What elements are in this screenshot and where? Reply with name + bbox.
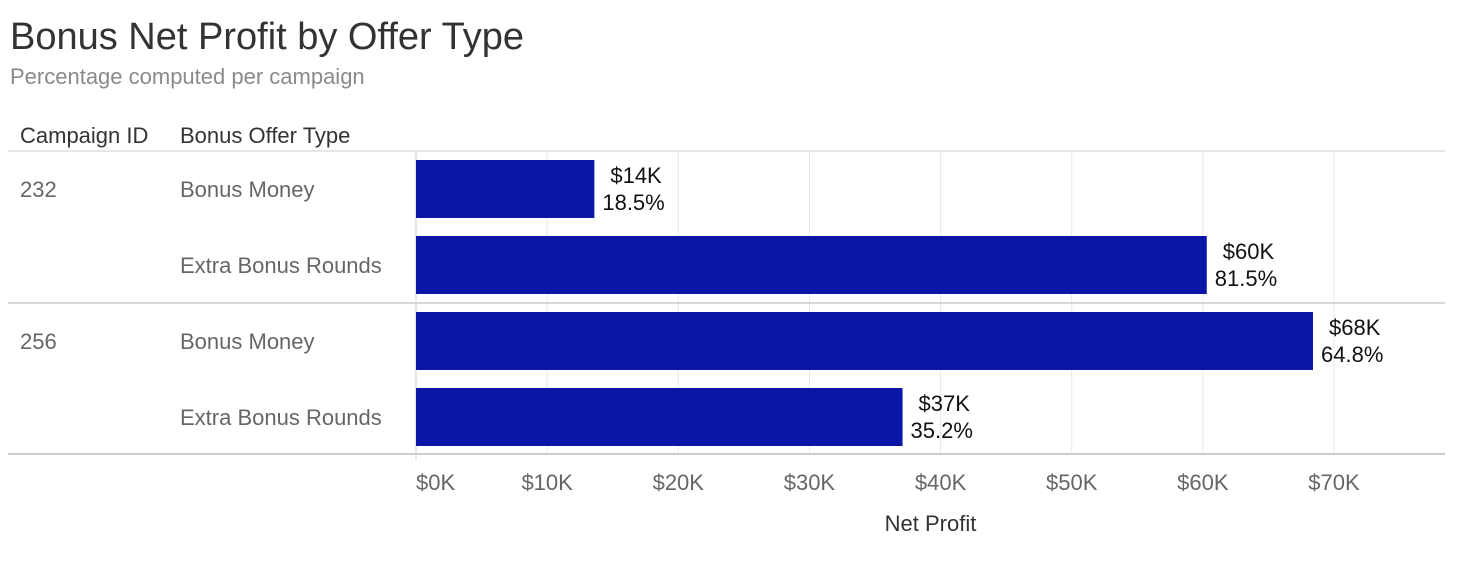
bars [416, 160, 1313, 446]
bar-percent-label: 81.5% [1215, 266, 1277, 291]
column-header-campaign-id: Campaign ID [20, 123, 148, 148]
x-axis-ticks: $0K $10K $20K $30K $40K $50K $60K $70K [416, 470, 1360, 495]
bar-value-label: $14K [610, 163, 662, 188]
chart-title: Bonus Net Profit by Offer Type [10, 16, 524, 58]
bar-value-label: $68K [1329, 315, 1381, 340]
x-tick-label: $20K [653, 470, 705, 495]
bar-value-label: $60K [1223, 239, 1275, 264]
bar-percent-label: 64.8% [1321, 342, 1383, 367]
bar-data-label: $14K 18.5% [602, 163, 664, 215]
x-tick-label: $10K [521, 470, 573, 495]
x-tick-label: $60K [1177, 470, 1229, 495]
offer-type-label: Extra Bonus Rounds [180, 253, 382, 278]
x-axis-title: Net Profit [885, 511, 977, 536]
data-labels: $14K 18.5% $60K 81.5% $68K 64.8% $37K 35.2% [602, 163, 1383, 443]
table-frame [8, 150, 1445, 460]
bar-data-label: $37K 35.2% [911, 391, 973, 443]
bar-value-label: $37K [919, 391, 971, 416]
offer-type-label: Extra Bonus Rounds [180, 405, 382, 430]
bar [416, 160, 595, 218]
chart-subtitle: Percentage computed per campaign [10, 64, 365, 89]
bar-data-label: $60K 81.5% [1215, 239, 1277, 291]
bar [416, 388, 903, 446]
offer-type-label: Bonus Money [180, 177, 315, 202]
x-tick-label: $70K [1308, 470, 1360, 495]
x-tick-label: $40K [915, 470, 967, 495]
column-header-offer-type: Bonus Offer Type [180, 123, 350, 148]
x-tick-label: $0K [416, 470, 455, 495]
x-tick-label: $30K [784, 470, 836, 495]
bar [416, 236, 1207, 294]
x-tick-label: $50K [1046, 470, 1098, 495]
campaign-id-label: 256 [20, 329, 57, 354]
bar-percent-label: 35.2% [911, 418, 973, 443]
bar-percent-label: 18.5% [602, 190, 664, 215]
bar-data-label: $68K 64.8% [1321, 315, 1383, 367]
offer-type-label: Bonus Money [180, 329, 315, 354]
campaign-id-label: 232 [20, 177, 57, 202]
row-labels: 232 Bonus Money Extra Bonus Rounds 256 Bonus… [20, 177, 382, 430]
bar [416, 312, 1313, 370]
